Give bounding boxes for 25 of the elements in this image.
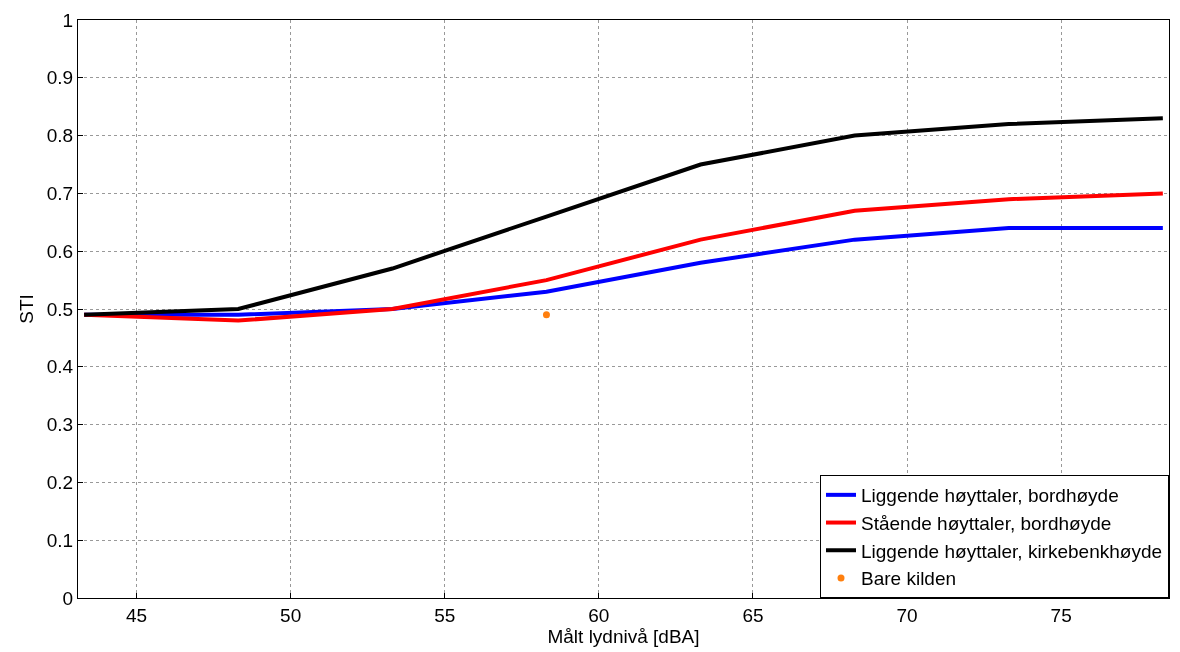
y-tick-label: 0.7: [46, 183, 74, 205]
x-tick-label: 60: [588, 604, 610, 626]
x-tick-label: 55: [434, 604, 456, 626]
y-tick-label: 0: [62, 587, 74, 609]
x-axis-title: Målt lydnivå [dBA]: [547, 625, 700, 647]
y-tick-label: 0.8: [46, 125, 74, 147]
x-tick-label: 65: [742, 604, 764, 626]
y-tick-label: 0.2: [46, 472, 74, 494]
y-tick-label: 0.1: [46, 529, 74, 551]
legend-label: Bare kilden: [861, 568, 957, 590]
x-tick-label: 75: [1050, 604, 1072, 626]
line-series: [82, 116, 1165, 317]
y-tick-label: 0.6: [46, 240, 74, 262]
x-tick-label: 45: [125, 604, 148, 626]
y-tick-label: 0.5: [46, 298, 74, 320]
y-tick-label: 0.3: [46, 414, 74, 436]
y-tick-label: 0.4: [46, 356, 74, 378]
y-tick-label: 1: [62, 9, 74, 31]
legend-label: Liggende høyttaler, kirkebenkhøyde: [861, 540, 1163, 562]
x-tick-label: 70: [896, 604, 918, 626]
legend-label: Stående høyttaler, bordhøyde: [861, 512, 1112, 534]
y-axis-title: STI: [15, 294, 37, 324]
x-tick-label: 50: [280, 604, 302, 626]
y-tick-label: 0.9: [46, 67, 74, 89]
legend-label: Liggende høyttaler, bordhøyde: [861, 485, 1119, 507]
